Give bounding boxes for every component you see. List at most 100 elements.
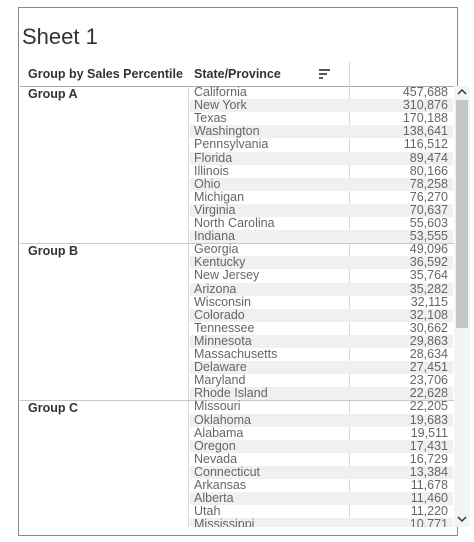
sheet-title: Sheet 1: [22, 24, 98, 49]
group-label: Group B: [28, 244, 78, 259]
state-name: Colorado: [194, 307, 245, 322]
sales-value: 11,220: [410, 504, 448, 519]
table-row: Rhode Island 22,628: [190, 386, 453, 401]
table-row: Oregon 17,431: [190, 438, 453, 453]
table-row: North Carolina 55,603: [190, 217, 453, 230]
table-row: Ohio 78,258: [190, 176, 453, 191]
sales-value: 170,188: [402, 111, 448, 126]
table-row: Tennessee 30,662: [190, 320, 453, 335]
sales-value: 138,641: [402, 124, 448, 139]
sales-value: 19,683: [409, 412, 448, 427]
table-row: Texas 170,188: [190, 112, 453, 125]
table-row: Pennsylvania 116,512: [190, 138, 453, 151]
group-divider: [20, 400, 454, 401]
sales-value: 36,592: [409, 255, 448, 270]
scroll-up[interactable]: [457, 88, 467, 96]
state-name: Kentucky: [194, 255, 246, 270]
sales-value: 35,282: [409, 281, 448, 296]
sales-value: 22,205: [409, 399, 448, 414]
state-name: Minnesota: [194, 333, 252, 348]
sales-value: 16,729: [409, 451, 448, 466]
sales-value: 76,270: [409, 189, 448, 204]
state-name: Tennessee: [194, 320, 255, 335]
state-name: Utah: [194, 504, 221, 519]
table-row: Washington 138,641: [190, 124, 453, 139]
sales-value: 35,764: [409, 268, 448, 283]
sales-value: 11,678: [410, 478, 448, 492]
sales-value: 11,460: [410, 491, 448, 506]
sales-value: 23,706: [409, 373, 448, 388]
sales-value: 29,863: [409, 333, 448, 348]
sales-value: 32,115: [410, 294, 448, 309]
state-name: Georgia: [194, 242, 239, 257]
table-row: Delaware 27,451: [190, 360, 453, 375]
state-name: Michigan: [194, 189, 245, 204]
column-header[interactable]: State/Province: [194, 67, 281, 81]
group-label: Group C: [28, 401, 78, 416]
state-name: Wisconsin: [194, 294, 251, 309]
header-divider: [349, 62, 350, 86]
table-row: Arkansas 11,678: [190, 479, 453, 492]
sales-value: 70,637: [409, 202, 448, 217]
sales-value: 49,096: [409, 242, 448, 257]
state-name: Arizona: [194, 281, 237, 296]
sales-value: 13,384: [409, 464, 448, 479]
table-row: Arizona 35,282: [190, 281, 453, 296]
table-row: Massachusetts 28,634: [190, 348, 453, 361]
state-name: Mississippi: [194, 517, 255, 527]
sales-value: 89,474: [409, 150, 448, 165]
sort-icon[interactable]: [318, 68, 332, 80]
sales-value: 32,108: [409, 307, 448, 322]
sales-value: 28,634: [409, 347, 448, 361]
table-body: Group A California 457,688 New York 310,876 T…: [20, 86, 454, 527]
scroll-thumb[interactable]: [456, 100, 468, 328]
scrollbar[interactable]: [454, 86, 470, 527]
state-name: North Carolina: [194, 216, 275, 230]
table-row: Michigan 76,270: [190, 189, 453, 204]
sales-value: 30,662: [409, 320, 448, 335]
scroll-down[interactable]: [457, 515, 467, 523]
table-row: Wisconsin 32,115: [190, 294, 453, 309]
table-row: Kentucky 36,592: [190, 255, 453, 270]
state-name: New York: [194, 98, 247, 113]
sales-value: 22,628: [409, 386, 448, 401]
table-row: Colorado 32,108: [190, 307, 453, 322]
table-row: New York 310,876: [190, 98, 453, 113]
table-row: Connecticut 13,384: [190, 464, 453, 479]
state-name: Florida: [194, 150, 233, 165]
sales-value: 10,771: [409, 517, 448, 527]
sales-value: 78,258: [409, 176, 448, 191]
group-divider: [20, 243, 454, 244]
table-row: California 457,688: [190, 86, 453, 99]
table-row: Missouri 22,205: [190, 400, 453, 413]
state-name: Maryland: [194, 373, 246, 388]
table-row: Virginia 70,637: [190, 202, 453, 217]
state-name: Indiana: [194, 229, 236, 244]
state-name: Missouri: [194, 399, 241, 414]
state-name: Connecticut: [194, 464, 261, 479]
table-row: Nevada 16,729: [190, 451, 453, 466]
table-row: Indiana 53,555: [190, 229, 453, 244]
column-header[interactable]: Group by Sales Percentile: [28, 67, 183, 81]
state-name: California: [194, 86, 247, 99]
table-row: Maryland 23,706: [190, 374, 453, 387]
state-name: Oregon: [194, 438, 236, 453]
state-name: Illinois: [194, 163, 229, 178]
table-row: Illinois 80,166: [190, 163, 453, 178]
table-row: Florida 89,474: [190, 150, 453, 165]
state-name: Ohio: [194, 176, 221, 191]
sales-value: 53,555: [409, 229, 448, 244]
table-row: New Jersey 35,764: [190, 269, 453, 282]
state-name: Delaware: [194, 360, 247, 375]
state-name: Pennsylvania: [194, 137, 269, 152]
table-row: Alabama 19,511: [190, 425, 453, 440]
table-row: Utah 11,220: [190, 505, 453, 518]
table-row: Minnesota 29,863: [190, 333, 453, 348]
state-name: Oklahoma: [194, 412, 251, 427]
sales-value: 80,166: [409, 163, 448, 178]
state-name: Virginia: [194, 202, 236, 217]
sales-value: 19,511: [410, 425, 448, 440]
state-name: Massachusetts: [194, 347, 278, 361]
state-name: Washington: [194, 124, 260, 139]
